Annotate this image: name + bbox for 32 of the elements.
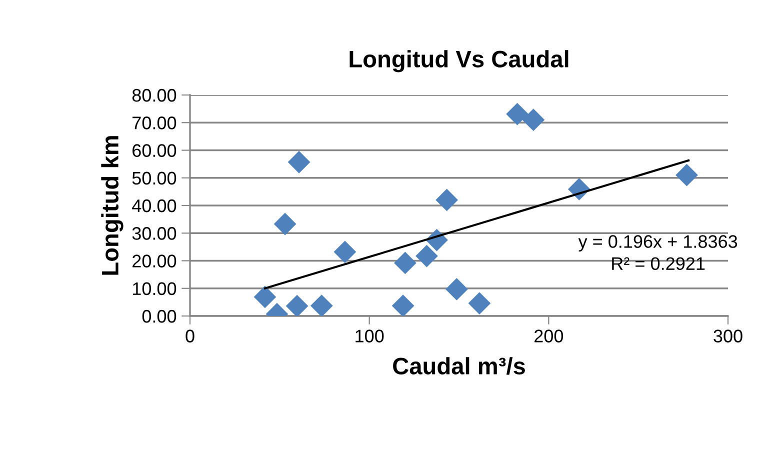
point	[506, 102, 528, 126]
point	[288, 150, 310, 174]
x-axis-title: Caudal m³/s	[393, 357, 525, 375]
point	[676, 164, 698, 186]
x-tick-label: 100	[356, 330, 384, 342]
point	[416, 244, 438, 268]
x-tick-label: 0	[186, 330, 194, 342]
point	[445, 278, 468, 300]
point	[468, 292, 491, 314]
y-axis-title: Longitud km	[101, 136, 124, 275]
point	[436, 188, 458, 212]
y-tick-label: 10.00	[133, 282, 176, 296]
y-tick-label: 40.00	[132, 199, 176, 212]
point	[310, 294, 333, 316]
point	[334, 240, 356, 264]
y-tick-label: 20.00	[132, 254, 176, 268]
point	[286, 294, 308, 316]
point	[394, 252, 416, 274]
chart-title: Longitud Vs Caudal	[350, 50, 568, 72]
x-tick-label: 300	[714, 330, 742, 342]
y-tick-label: 80.00	[132, 88, 176, 102]
point	[392, 294, 414, 316]
y-tick-label: 30.00	[132, 227, 176, 240]
annotation: y = 0.196x + 1.8363 R² = 0.2921	[578, 235, 738, 270]
y-tick-label: 50.00	[132, 172, 176, 185]
y-tick-label: 60.00	[132, 144, 176, 157]
point	[274, 212, 296, 236]
y-tick-label: 0.00	[142, 310, 176, 323]
point	[522, 108, 545, 132]
y-tick-label: 70.00	[132, 116, 176, 130]
x-tick-label: 200	[534, 330, 564, 342]
point	[254, 286, 276, 308]
